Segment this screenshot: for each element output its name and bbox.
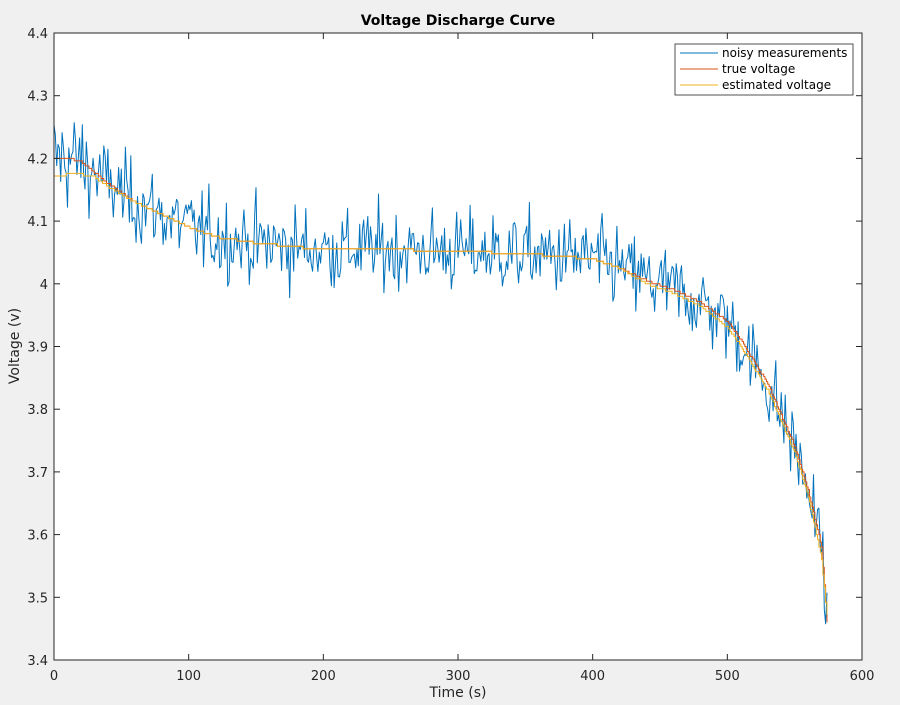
y-tick-label: 4.2	[27, 152, 48, 167]
legend-label-noisy: noisy measurements	[722, 46, 847, 60]
y-tick-label: 4.1	[27, 215, 48, 230]
y-tick-label: 3.5	[27, 591, 48, 606]
x-tick-label: 0	[50, 669, 58, 684]
series-layer	[53, 122, 828, 625]
x-tick-label: 400	[580, 669, 605, 684]
legend-label-true: true voltage	[722, 62, 795, 76]
y-tick-label: 4	[40, 278, 48, 293]
x-tick-label: 100	[176, 669, 201, 684]
y-axis-label: Voltage (v)	[7, 308, 23, 384]
x-tick-label: 600	[850, 669, 875, 684]
y-tick-label: 4.4	[27, 27, 48, 42]
legend[interactable]: noisy measurements true voltage estimate…	[674, 43, 854, 96]
x-tick-label: 200	[311, 669, 336, 684]
y-tick-label: 3.9	[27, 341, 48, 356]
series-line-0	[53, 122, 828, 625]
chart-title: Voltage Discharge Curve	[361, 13, 556, 29]
ticks-layer: 0 100 200 300 400 500 600 3.4 3.5 3.6 3.7 3.8 3.9 4 4.…	[27, 27, 874, 684]
plot-area	[54, 33, 862, 660]
y-tick-label: 3.6	[27, 529, 48, 544]
x-axis-label: Time (s)	[429, 685, 487, 701]
legend-label-estimated: estimated voltage	[722, 78, 831, 92]
x-tick-label: 300	[446, 669, 471, 684]
y-tick-label: 3.7	[27, 466, 48, 481]
y-tick-label: 4.3	[27, 90, 48, 105]
y-tick-label: 3.4	[27, 654, 48, 669]
y-tick-label: 3.8	[27, 403, 48, 418]
series-line-2	[54, 172, 828, 615]
x-tick-label: 500	[715, 669, 740, 684]
